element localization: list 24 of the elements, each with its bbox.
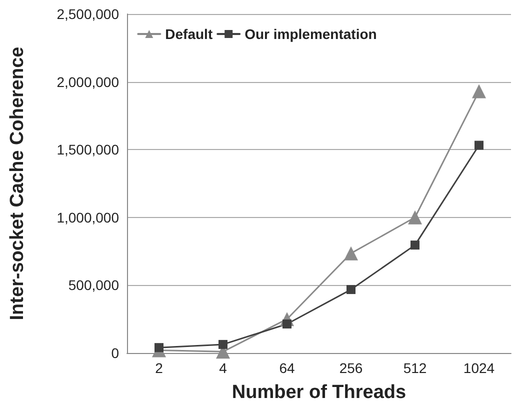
y-tick-label: 1,000,000 (56, 209, 120, 226)
point (154, 343, 164, 352)
y-tick-label: 500,000 (68, 277, 120, 294)
x-tick-label: 256 (339, 360, 363, 376)
x-tick-label: 4 (219, 360, 228, 376)
x-tick-label: 512 (403, 360, 427, 376)
point (472, 84, 486, 98)
x-tick-label: 2 (155, 360, 164, 376)
y-tick-label: 2,500,000 (56, 6, 120, 22)
point (408, 210, 422, 224)
point (474, 140, 484, 150)
y-tick-label: 1,500,000 (56, 142, 120, 158)
x-tick-label: 64 (279, 360, 295, 376)
point (410, 240, 420, 250)
y-tick-label: 0 (111, 345, 120, 361)
point (346, 285, 356, 294)
point (344, 246, 358, 260)
legend-label: Default (165, 26, 213, 42)
x-tick-label: 1024 (463, 360, 495, 376)
x-axis-title: Number of Threads (232, 382, 406, 403)
legend-label: Our implementation (244, 26, 377, 42)
point (218, 340, 228, 349)
y-axis-title: Inter-socket Cache Coherence (7, 46, 28, 320)
y-tick-label: 2,000,000 (56, 74, 120, 90)
